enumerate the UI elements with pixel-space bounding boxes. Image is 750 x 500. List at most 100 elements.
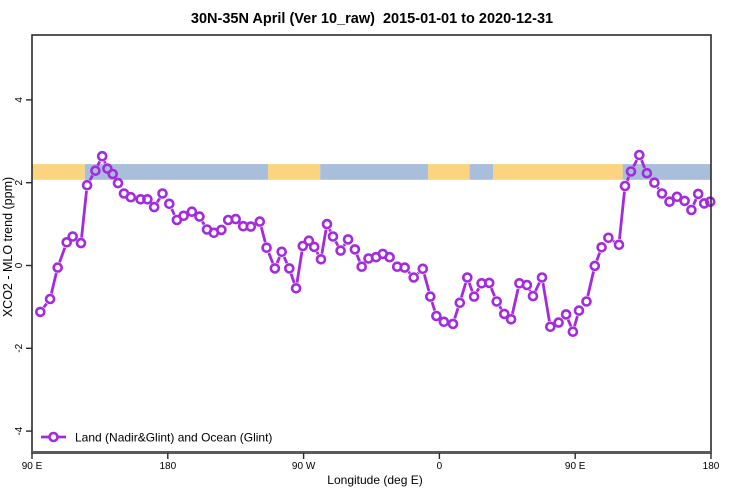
- data-point: [573, 305, 585, 316]
- data-point: [356, 261, 368, 273]
- series-segment: [573, 315, 579, 327]
- data-point: [613, 239, 625, 251]
- surface-band-segment-land: [32, 164, 85, 180]
- series-segment: [586, 271, 595, 297]
- data-point: [408, 272, 420, 283]
- data-point: [581, 296, 592, 307]
- data-point: [698, 198, 710, 209]
- data-point: [178, 210, 189, 222]
- series-segment: [80, 190, 88, 238]
- series-segment: [692, 198, 698, 206]
- data-point: [536, 272, 548, 283]
- data-point: [34, 306, 46, 318]
- data-point: [603, 232, 614, 244]
- data-point: [671, 191, 683, 203]
- series-segment: [407, 270, 411, 275]
- data-point: [216, 224, 227, 236]
- data-point: [498, 308, 510, 320]
- data-point: [315, 253, 327, 265]
- data-point: [164, 198, 175, 210]
- y-tick-label: 2: [14, 179, 25, 185]
- surface-band-segment-land: [268, 164, 321, 180]
- surface-band-segment-water: [84, 164, 269, 180]
- x-tick-label: 90 W: [292, 461, 316, 472]
- series-segment: [534, 281, 541, 292]
- data-point: [664, 196, 675, 207]
- data-point: [142, 194, 153, 205]
- data-point: [308, 241, 320, 253]
- data-point: [625, 166, 637, 177]
- y-tick-label: -4: [14, 426, 25, 435]
- data-point: [454, 297, 466, 309]
- series-segment: [155, 197, 161, 204]
- series-segment: [328, 228, 332, 232]
- y-tick-label: 4: [14, 97, 25, 103]
- data-point: [52, 262, 64, 273]
- plot-border: [31, 34, 712, 454]
- data-series-layer: [34, 149, 716, 338]
- data-point: [461, 272, 473, 283]
- series-segment: [460, 282, 468, 298]
- data-point: [269, 263, 281, 274]
- y-tick-label: -2: [14, 343, 25, 352]
- data-point: [483, 277, 495, 289]
- data-point: [254, 216, 266, 227]
- data-point: [692, 188, 704, 200]
- series-segment: [320, 229, 328, 254]
- data-point: [107, 168, 118, 180]
- data-point: [567, 326, 579, 338]
- data-point: [521, 279, 533, 291]
- series-segment: [475, 287, 481, 293]
- series-segment: [50, 272, 58, 294]
- data-point: [61, 237, 72, 248]
- series-segment: [342, 243, 347, 247]
- series-segment: [416, 271, 420, 275]
- data-point: [342, 234, 354, 245]
- axis-ticks-layer: 90 E 180 90 W 0 90 E 180 -4 -2 0 2 4: [14, 97, 720, 472]
- data-point: [125, 191, 137, 203]
- series-segment: [295, 251, 304, 283]
- data-point: [468, 291, 480, 302]
- y-axis-label: XCO2 - MLO trend (ppm): [1, 177, 15, 317]
- series-segment: [595, 252, 602, 262]
- series-segment: [511, 288, 520, 315]
- data-point: [276, 246, 288, 258]
- surface-band-segment-water: [320, 164, 429, 180]
- data-point: [679, 195, 690, 207]
- series-segment: [453, 307, 460, 319]
- data-point: [44, 293, 56, 305]
- data-point: [297, 240, 309, 252]
- data-point: [649, 177, 660, 188]
- data-point: [335, 245, 346, 256]
- data-point: [230, 213, 241, 225]
- data-point: [589, 260, 601, 272]
- series-open-circle: [34, 149, 716, 338]
- data-point: [261, 242, 272, 253]
- series-segment: [430, 301, 437, 312]
- series-segment: [88, 174, 94, 181]
- data-point: [505, 313, 517, 325]
- data-point: [157, 188, 168, 199]
- x-tick-label: 180: [159, 461, 176, 472]
- legend-label: Land (Nadir&Glint) and Ocean (Glint): [75, 431, 272, 445]
- data-point: [283, 263, 295, 274]
- series-segment: [259, 226, 267, 243]
- series-segment: [103, 160, 107, 164]
- data-point: [81, 179, 93, 191]
- data-point: [112, 177, 124, 189]
- series-segment: [282, 256, 289, 264]
- series-segment: [467, 282, 474, 292]
- series-segment: [289, 273, 296, 284]
- data-point: [90, 165, 101, 176]
- series-segment: [632, 159, 639, 168]
- data-point: [417, 263, 429, 275]
- data-point: [686, 204, 697, 216]
- x-tick-label: 180: [703, 461, 720, 472]
- data-point: [596, 242, 607, 253]
- data-point: [560, 309, 572, 320]
- series-segment: [528, 289, 532, 292]
- data-point: [102, 163, 113, 174]
- data-point: [96, 150, 108, 162]
